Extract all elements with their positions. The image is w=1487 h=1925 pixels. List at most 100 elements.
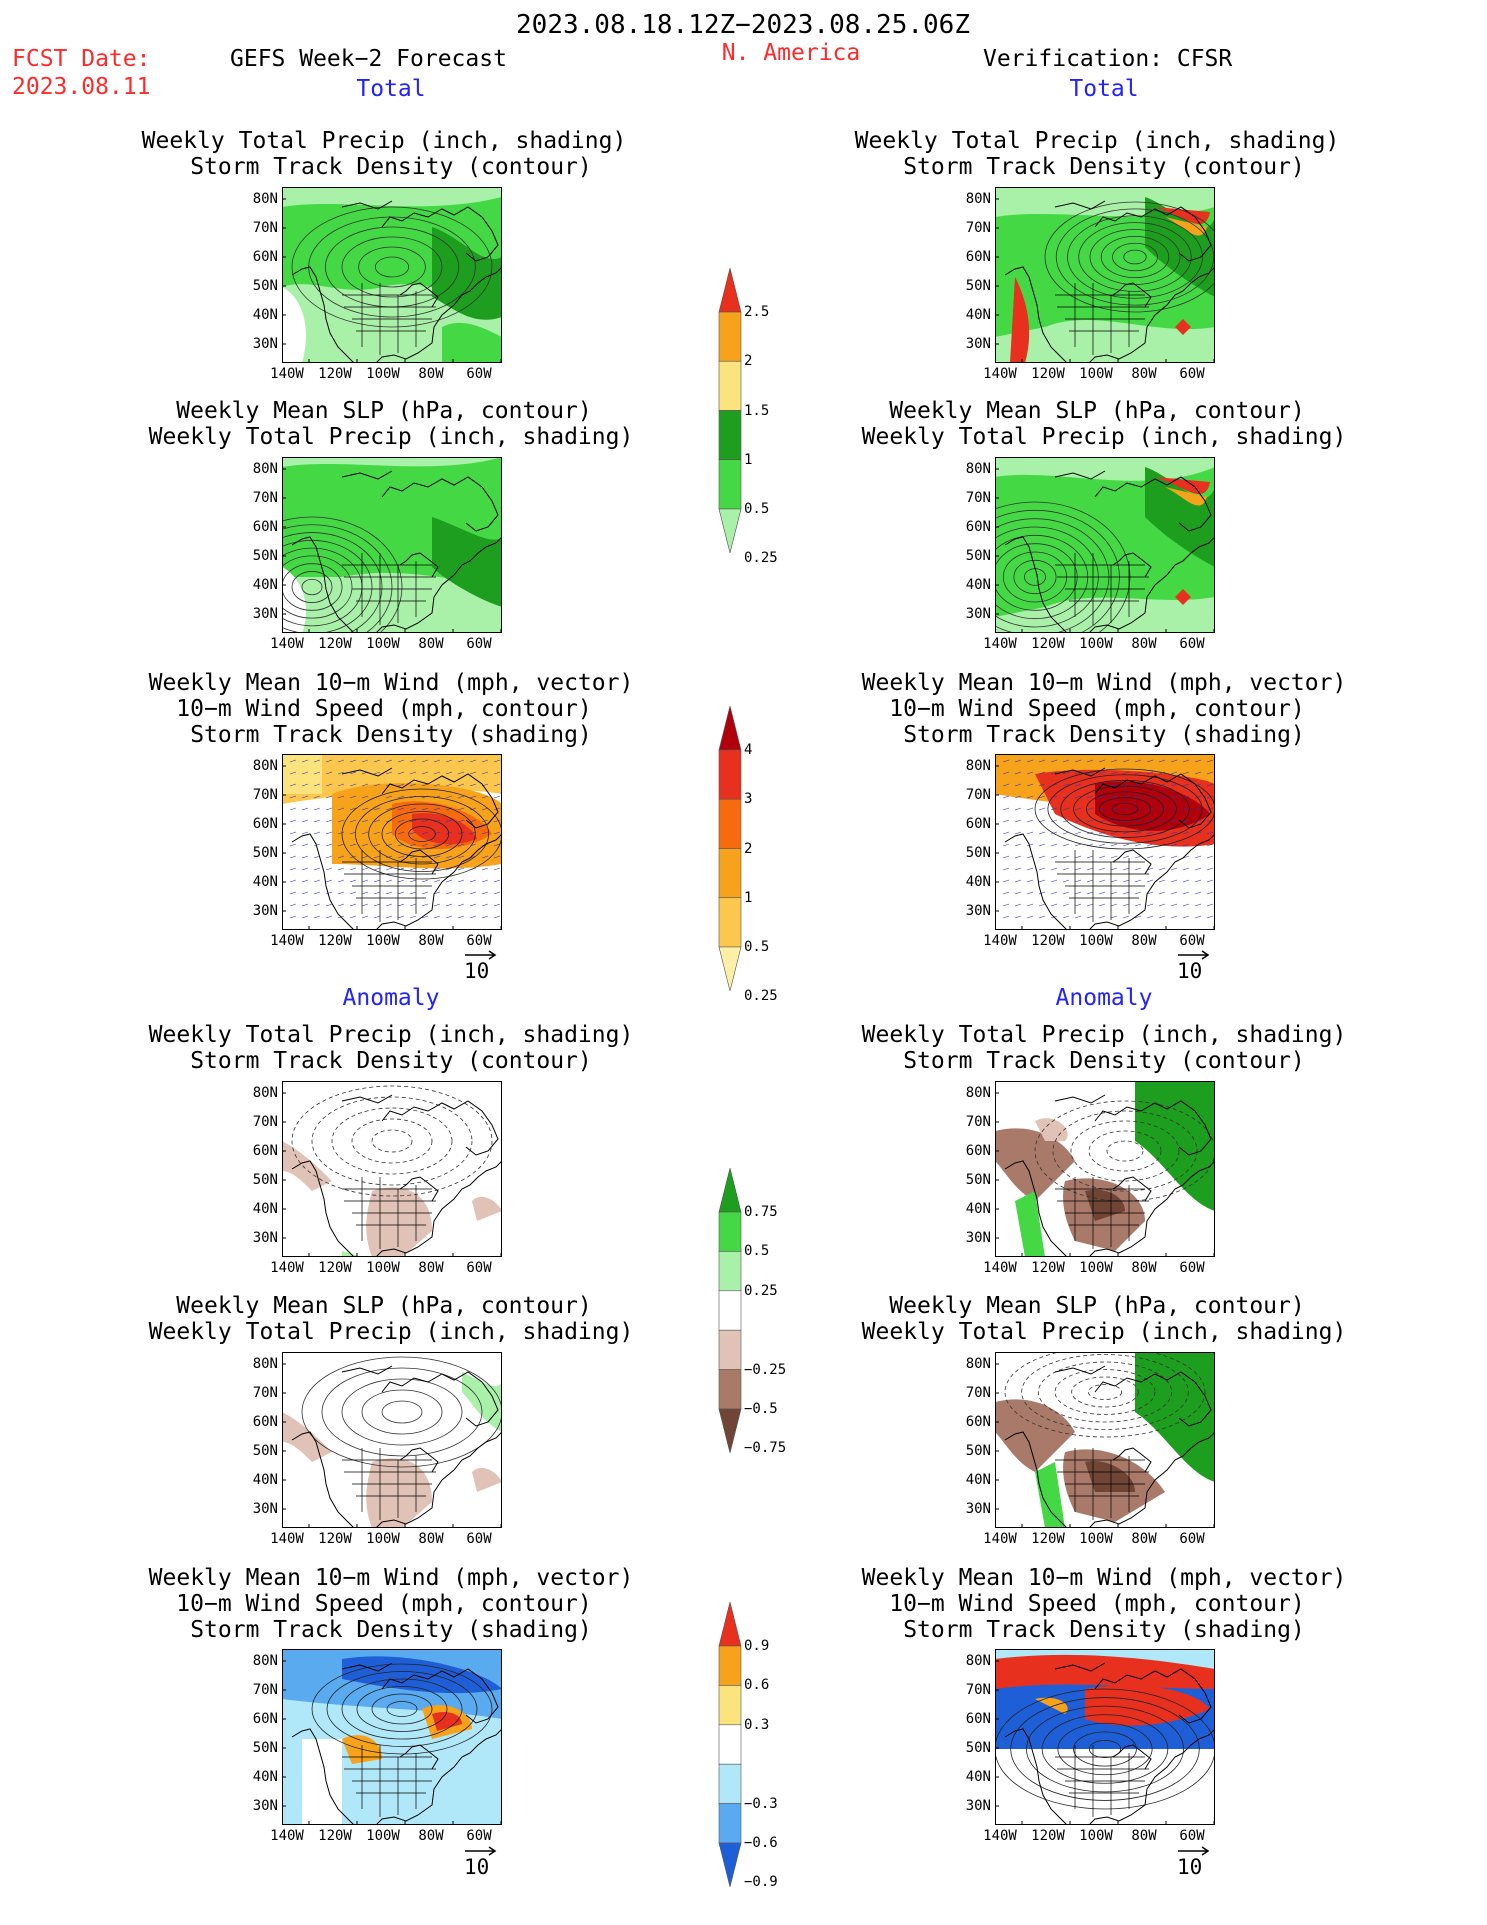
model-title: GEFS Week−2 Forecast: [230, 46, 507, 72]
map-plot: [282, 1081, 502, 1257]
title-l1-b: Storm Track Density (contour): [190, 154, 592, 180]
lon-tick-label: 60W: [466, 366, 492, 382]
colorbar-label: 0.75: [744, 1204, 778, 1220]
title-r3-a: Weekly Mean 10−m Wind (mph, vector): [861, 670, 1347, 696]
lat-tick-label: 40N: [965, 1472, 991, 1488]
colorbar-segment: [718, 1251, 742, 1292]
lon-tick-label: 120W: [1031, 933, 1065, 949]
lon-tick-label: 140W: [983, 1531, 1017, 1547]
lon-tick-label: 80W: [418, 933, 444, 949]
vector-ref-left-total: 10: [464, 950, 497, 982]
lat-tick-label: 50N: [252, 1740, 278, 1756]
lat-tick-label: 40N: [252, 1201, 278, 1217]
lat-tick-label: 40N: [965, 1769, 991, 1785]
lon-tick-label: 60W: [1179, 933, 1205, 949]
lon-tick-label: 80W: [1131, 1531, 1157, 1547]
lat-tick-label: 30N: [252, 606, 278, 622]
lat-tick-label: 40N: [252, 1472, 278, 1488]
colorbar-label: −0.6: [744, 1835, 778, 1851]
date-range-title: 2023.08.18.12Z−2023.08.25.06Z: [516, 10, 970, 40]
vector-ref-right-total: 10: [1177, 950, 1210, 982]
lon-tick-label: 100W: [366, 1828, 400, 1844]
colorbar-label: −0.25: [744, 1361, 787, 1378]
vector-arrow-icon: [465, 1846, 497, 1856]
title-l6-c: Storm Track Density (shading): [190, 1617, 592, 1643]
title-l4-b: Storm Track Density (contour): [190, 1048, 592, 1074]
lat-tick-label: 30N: [965, 336, 991, 352]
lat-tick-label: 80N: [965, 1653, 991, 1669]
lat-tick-label: 80N: [965, 191, 991, 207]
title-r6-b: 10−m Wind Speed (mph, contour): [889, 1591, 1305, 1617]
vector-arrow-icon: [465, 950, 497, 960]
lon-tick-label: 100W: [1079, 1260, 1113, 1276]
lon-tick-label: 60W: [1179, 1260, 1205, 1276]
lat-tick-label: 50N: [965, 1443, 991, 1459]
colorbar-label: 4: [744, 742, 753, 758]
lon-tick-label: 100W: [1079, 366, 1113, 382]
title-l3-c: Storm Track Density (shading): [190, 722, 592, 748]
title-r4-b: Storm Track Density (contour): [903, 1048, 1305, 1074]
map-verif-wind-anom: 80N 70N 60N 50N 40N 30N 140W 120W 100W 80W 60W: [966, 1649, 1215, 1843]
title-r2-b: Weekly Total Precip (inch, shading): [861, 424, 1347, 450]
lon-tick-label: 120W: [318, 933, 352, 949]
lat-tick-label: 50N: [965, 1172, 991, 1188]
lat-tick-label: 30N: [965, 606, 991, 622]
title-l2-b: Weekly Total Precip (inch, shading): [148, 424, 634, 450]
map-plot: [995, 187, 1215, 363]
lon-tick-label: 140W: [270, 636, 304, 652]
vector-ref-label: 10: [1177, 1855, 1203, 1879]
map-verif-slp-precip: 80N 70N 60N 50N 40N 30N 140W 120W 100W 80W 60W: [966, 457, 1215, 651]
lat-tick-label: 70N: [965, 1385, 991, 1401]
lat-tick-label: 70N: [252, 1114, 278, 1130]
lon-tick-label: 140W: [270, 1531, 304, 1547]
vector-ref-right-anom: 10: [1177, 1846, 1210, 1879]
lat-tick-label: 80N: [965, 1356, 991, 1372]
lat-tick-label: 80N: [965, 1085, 991, 1101]
lon-tick-label: 120W: [1031, 1260, 1065, 1276]
lon-tick-label: 100W: [366, 1531, 400, 1547]
colorbar-label: −0.75: [744, 1440, 787, 1457]
colorbar-segment: [718, 459, 742, 510]
lon-tick-label: 140W: [983, 636, 1017, 652]
lon-tick-label: 120W: [1031, 636, 1065, 652]
colorbar-label: 0.6: [744, 1677, 770, 1694]
colorbar-label: 2: [744, 353, 753, 370]
colorbar-label: −0.3: [744, 1795, 778, 1812]
colorbar-bottom-triangle: [718, 508, 742, 553]
lon-tick-label: 140W: [270, 1828, 304, 1844]
lat-tick-label: 80N: [965, 758, 991, 774]
colorbar-segment: [718, 1211, 742, 1252]
lat-tick-label: 70N: [965, 490, 991, 506]
lon-tick-label: 140W: [983, 366, 1017, 382]
lon-tick-label: 60W: [1179, 1828, 1205, 1844]
lon-tick-label: 60W: [1179, 636, 1205, 652]
lat-tick-label: 70N: [252, 1682, 278, 1698]
lat-tick-label: 70N: [965, 220, 991, 236]
lat-tick-label: 80N: [252, 758, 278, 774]
lon-tick-label: 80W: [418, 636, 444, 652]
colorbar-swatches: [718, 706, 742, 991]
map-forecast-slp-anom: 80N 70N 60N 50N 40N 30N 140W 120W 100W 80W 60W: [253, 1352, 502, 1546]
title-l5-a: Weekly Mean SLP (hPa, contour): [176, 1293, 592, 1319]
colorbar-segment: [718, 798, 742, 849]
lon-tick-label: 80W: [418, 1260, 444, 1276]
lat-tick-label: 50N: [965, 548, 991, 564]
colorbar-label: 0.5: [744, 939, 770, 955]
title-r3-c: Storm Track Density (shading): [903, 722, 1305, 748]
colorbar-label: −0.5: [744, 1401, 778, 1417]
map-plot: [995, 754, 1215, 930]
lon-tick-label: 60W: [466, 1828, 492, 1844]
lat-tick-label: 60N: [252, 249, 278, 265]
lat-tick-label: 30N: [965, 1230, 991, 1246]
colorbar-segment: [718, 1290, 742, 1331]
lat-tick-label: 70N: [965, 1682, 991, 1698]
lat-tick-label: 60N: [965, 1143, 991, 1159]
lon-tick-label: 100W: [366, 366, 400, 382]
colorbar-segment: [718, 311, 742, 362]
lon-tick-label: 80W: [1131, 636, 1157, 652]
map-plot: [995, 1352, 1215, 1528]
colorbar-label: 2.5: [744, 304, 770, 320]
lat-tick-label: 50N: [252, 1172, 278, 1188]
lat-tick-label: 60N: [252, 1711, 278, 1727]
map-verif-precip-track: 80N 70N 60N 50N 40N 30N 140W 120W 100W 80W 60W: [966, 187, 1215, 381]
